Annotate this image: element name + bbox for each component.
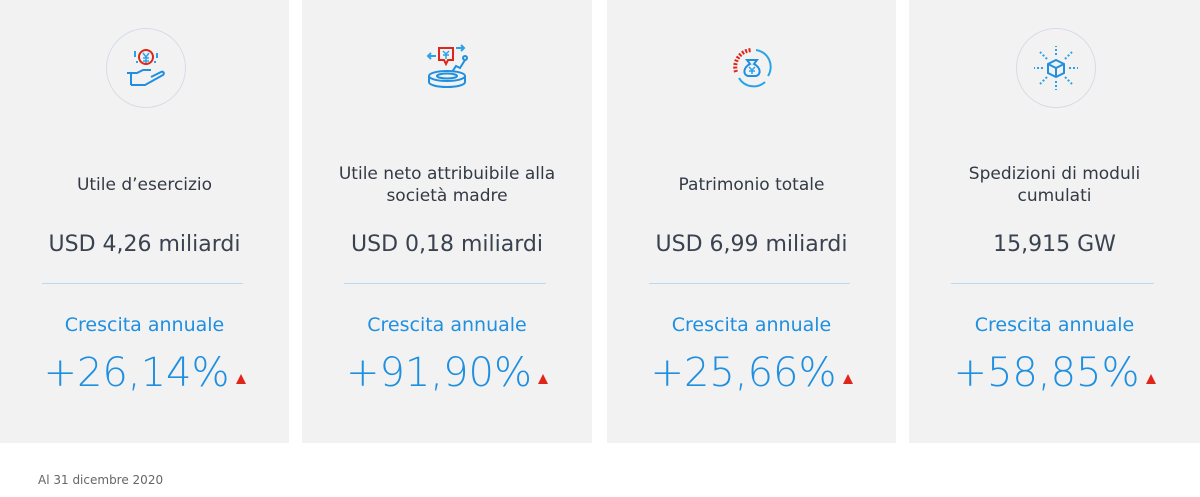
growth-value: +58,85% [909,350,1200,396]
footnote: Al 31 dicembre 2020 [38,473,164,487]
card-title: Patrimonio totale [678,175,825,195]
stat-card-utile-netto: Utile neto attribuibile alla società mad… [302,0,592,443]
growth-label: Crescita annuale [974,314,1135,336]
divider [649,283,850,284]
card-value: USD 6,99 miliardi [655,232,848,257]
divider [344,283,546,284]
card-value: USD 0,18 miliardi [351,232,543,257]
divider [951,283,1154,284]
growth-label: Crescita annuale [671,314,832,336]
stat-card-patrimonio: Patrimonio totale USD 6,99 miliardi Cres… [607,0,896,443]
stat-card-utile-esercizio: Utile d’esercizio USD 4,26 miliardi Cres… [0,0,289,443]
growth-percent: +91,90% [345,350,533,396]
card-value: USD 4,26 miliardi [48,232,241,257]
up-triangle-icon [538,374,549,384]
card-title: Spedizioni di moduli cumulati [968,164,1141,206]
growth-percent: +58,85% [953,350,1140,396]
card-title: Utile d’esercizio [76,175,213,195]
card-value: 15,915 GW [993,232,1116,257]
growth-value: +91,90% [302,350,592,396]
stat-card-spedizioni: Spedizioni di moduli cumulati 15,915 GW … [909,0,1200,443]
growth-value: +25,66% [607,350,896,396]
up-triangle-icon [1145,374,1156,384]
growth-label: Crescita annuale [64,314,225,336]
yen-coin-exchange-icon [408,28,486,106]
growth-percent: +26,14% [43,350,230,396]
growth-value: +26,14% [0,350,289,396]
up-triangle-icon [235,374,246,384]
yen-moneybag-chart-icon [713,28,791,106]
module-shipment-arrows-icon [1015,28,1096,108]
hand-yen-coin-icon [105,28,186,108]
card-title: Utile neto attribuibile alla società mad… [338,164,556,206]
divider [42,283,243,284]
up-triangle-icon [842,374,853,384]
growth-percent: +25,66% [650,350,837,396]
growth-label: Crescita annuale [367,314,527,336]
